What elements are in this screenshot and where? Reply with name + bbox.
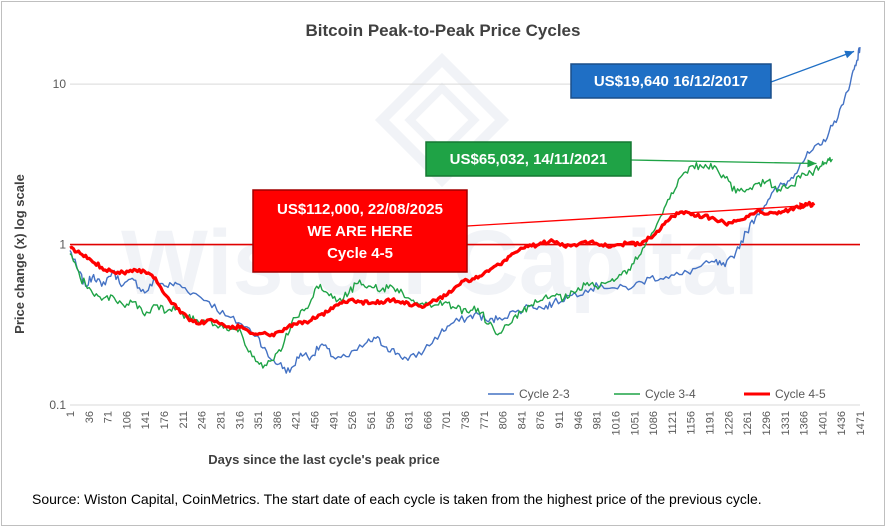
source-note: Source: Wiston Capital, CoinMetrics. The… <box>32 491 762 507</box>
x-axis-label: Days since the last cycle's peak price <box>208 452 439 467</box>
x-tick-label: 1121 <box>667 411 679 435</box>
y-axis-ticks: 0.1 1 10 <box>49 77 66 412</box>
x-tick-label: 351 <box>253 411 265 429</box>
legend-label: Cycle 4-5 <box>775 387 826 401</box>
x-tick-label: 1401 <box>817 411 829 435</box>
annotation-cycle-4-5-current: US$112,000, 22/08/2025 WE ARE HERE Cycle 4… <box>252 189 809 273</box>
chart-title: Bitcoin Peak-to-Peak Price Cycles <box>306 21 581 40</box>
x-tick-label: 1261 <box>742 411 754 435</box>
legend-label: Cycle 3-4 <box>645 387 696 401</box>
series-cycle-2-3-line <box>69 47 861 374</box>
x-tick-label: 526 <box>347 411 359 429</box>
legend-item: Cycle 2-3 <box>488 387 570 401</box>
x-tick-label: 1331 <box>780 411 792 435</box>
x-tick-label: 1051 <box>629 411 641 435</box>
y-tick-label: 1 <box>59 238 66 252</box>
annotation-arrow <box>630 159 817 165</box>
x-tick-label: 456 <box>310 411 322 429</box>
x-tick-label: 211 <box>178 411 190 429</box>
x-tick-label: 701 <box>441 411 453 429</box>
x-tick-label: 1436 <box>836 411 848 435</box>
annotation-text: Cycle 4-5 <box>327 245 393 262</box>
annotation-cycle-3-4-peak: US$65,032, 14/11/2021 <box>425 141 817 177</box>
x-tick-label: 1296 <box>761 411 773 435</box>
x-tick-label: 246 <box>197 411 209 429</box>
x-tick-label: 771 <box>479 411 491 429</box>
x-tick-label: 596 <box>385 411 397 429</box>
x-tick-label: 421 <box>291 411 303 429</box>
x-tick-label: 281 <box>215 411 227 429</box>
x-tick-label: 841 <box>516 411 528 429</box>
y-tick-label: 10 <box>53 77 67 91</box>
x-tick-label: 876 <box>535 411 547 429</box>
x-tick-label: 1226 <box>723 411 735 435</box>
y-axis-label: Price change (x) log scale <box>12 174 27 334</box>
x-tick-label: 386 <box>272 411 284 429</box>
x-tick-label: 946 <box>573 411 585 429</box>
annotation-arrowhead-icon <box>807 159 817 168</box>
x-tick-label: 1366 <box>799 411 811 435</box>
x-tick-label: 106 <box>121 411 133 429</box>
x-tick-label: 176 <box>159 411 171 429</box>
x-tick-label: 1156 <box>686 411 698 435</box>
x-tick-label: 316 <box>234 411 246 429</box>
annotation-arrow <box>770 50 855 83</box>
annotation-arrowhead-icon <box>799 202 809 211</box>
x-tick-label: 1 <box>65 411 77 417</box>
x-tick-label: 71 <box>103 411 115 423</box>
x-tick-label: 736 <box>460 411 472 429</box>
annotation-arrow <box>466 204 809 227</box>
x-tick-label: 491 <box>328 411 340 429</box>
annotation-text: US$19,640 16/12/2017 <box>594 73 748 90</box>
annotation-text: US$112,000, 22/08/2025 <box>277 201 443 218</box>
annotation-cycle-2-3-peak: US$19,640 16/12/2017 <box>570 50 855 99</box>
x-tick-label: 631 <box>404 411 416 429</box>
series-cycle-4-5-line <box>69 200 816 338</box>
x-axis-ticks: 1 36 71 106 141 176 211 246 281 316 351 386 421 456 49… <box>65 411 867 435</box>
x-tick-label: 561 <box>366 411 378 429</box>
y-tick-label: 0.1 <box>49 398 66 412</box>
x-tick-label: 981 <box>592 411 604 429</box>
x-tick-label: 141 <box>140 411 152 429</box>
legend-label: Cycle 2-3 <box>519 387 570 401</box>
x-tick-label: 1471 <box>855 411 867 435</box>
annotations: US$19,640 16/12/2017 US$65,032, 14/11/202… <box>252 50 855 273</box>
legend-item: Cycle 3-4 <box>614 387 696 401</box>
annotation-box <box>425 141 632 177</box>
series-cycle-3-4-line <box>69 156 834 369</box>
legend-item: Cycle 4-5 <box>744 387 826 401</box>
series-lines <box>69 47 861 374</box>
annotation-text: WE ARE HERE <box>307 223 412 240</box>
annotation-arrowhead-icon <box>844 50 855 59</box>
x-tick-label: 1191 <box>705 411 717 435</box>
x-tick-label: 1016 <box>610 411 622 435</box>
x-tick-label: 666 <box>422 411 434 429</box>
x-tick-label: 1086 <box>648 411 660 435</box>
annotation-box <box>252 189 468 273</box>
legend: Cycle 2-3 Cycle 3-4 Cycle 4-5 <box>488 387 826 401</box>
x-tick-label: 911 <box>554 411 566 429</box>
x-tick-label: 806 <box>498 411 510 429</box>
x-tick-label: 36 <box>84 411 96 423</box>
annotation-text: US$65,032, 14/11/2021 <box>450 151 608 168</box>
annotation-box <box>570 63 772 99</box>
